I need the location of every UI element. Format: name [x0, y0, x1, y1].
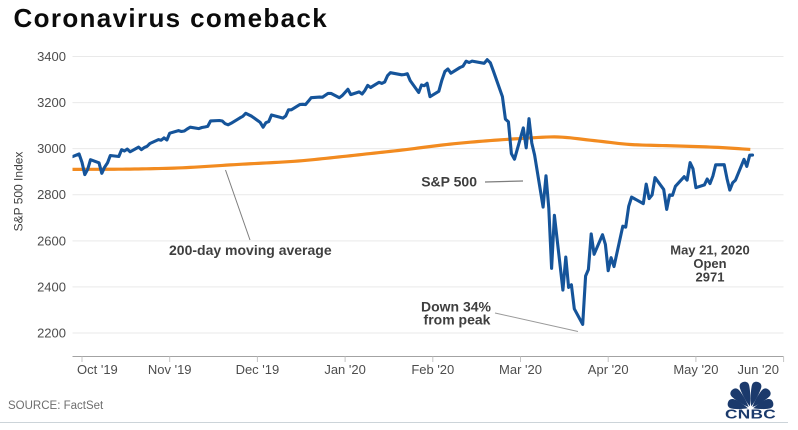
svg-text:CNBC: CNBC — [725, 408, 776, 422]
svg-text:3200: 3200 — [37, 95, 66, 110]
svg-text:Nov '19: Nov '19 — [148, 362, 192, 377]
svg-text:3000: 3000 — [37, 141, 66, 156]
svg-text:Feb '20: Feb '20 — [411, 362, 454, 377]
svg-text:Down 34%: Down 34% — [421, 299, 492, 315]
svg-text:Oct '19: Oct '19 — [77, 362, 118, 377]
svg-text:May 21, 2020: May 21, 2020 — [670, 243, 750, 258]
svg-text:Dec '19: Dec '19 — [236, 362, 280, 377]
svg-text:200-day moving average: 200-day moving average — [169, 242, 332, 258]
svg-text:S&P 500: S&P 500 — [421, 174, 477, 190]
svg-text:Open: Open — [693, 256, 726, 271]
svg-text:2400: 2400 — [37, 279, 66, 294]
svg-text:S&P 500 Index: S&P 500 Index — [12, 152, 26, 232]
svg-text:Mar '20: Mar '20 — [499, 362, 542, 377]
svg-text:May '20: May '20 — [673, 362, 718, 377]
svg-text:3400: 3400 — [37, 49, 66, 64]
svg-text:Jun '20: Jun '20 — [737, 362, 779, 377]
svg-text:2800: 2800 — [37, 187, 66, 202]
svg-text:Jan '20: Jan '20 — [324, 362, 366, 377]
svg-text:2971: 2971 — [696, 270, 725, 285]
svg-text:2200: 2200 — [37, 326, 66, 341]
svg-text:SOURCE: FactSet: SOURCE: FactSet — [8, 400, 104, 412]
svg-text:Apr '20: Apr '20 — [588, 362, 629, 377]
svg-text:from peak: from peak — [424, 312, 491, 328]
svg-text:Coronavirus comeback: Coronavirus comeback — [14, 3, 329, 33]
svg-text:2600: 2600 — [37, 233, 66, 248]
